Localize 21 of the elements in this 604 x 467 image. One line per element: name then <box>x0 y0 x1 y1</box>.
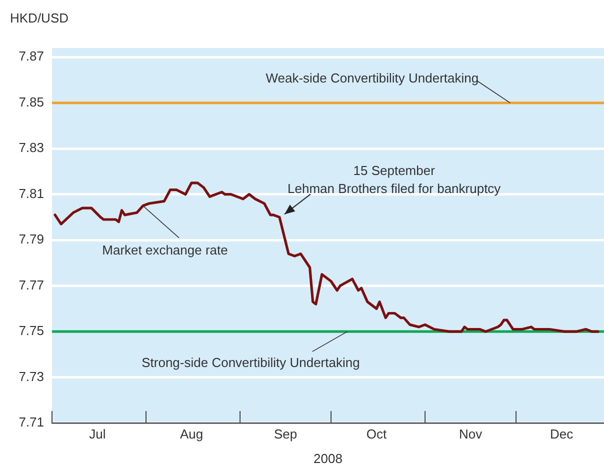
x-tick-label: Oct <box>366 426 388 442</box>
y-tick-label: 7.77 <box>18 277 44 292</box>
y-tick-label: 7.85 <box>18 94 44 110</box>
x-tick-label: Jul <box>89 426 106 442</box>
x-tick-label: Nov <box>458 426 483 442</box>
y-tick-label: 7.87 <box>18 48 44 64</box>
ref-line-label: Strong-side Convertibility Undertaking <box>142 355 360 370</box>
annotation: 15 September Lehman Brothers filed for bankruptcy <box>288 162 502 196</box>
x-tick-label: Aug <box>180 426 204 442</box>
x-tick-label: Dec <box>550 426 574 442</box>
y-axis-title: HKD/USD <box>10 10 69 26</box>
y-tick-label: 7.83 <box>18 140 44 156</box>
y-tick-label: 7.73 <box>18 368 44 384</box>
y-tick-label: 7.79 <box>18 232 44 247</box>
y-tick-label: 7.75 <box>18 323 44 338</box>
x-axis-title: 2008 <box>314 450 342 466</box>
ref-line-label: Weak-side Convertibility Undertaking <box>266 70 479 86</box>
annotation: Market exchange rate <box>102 242 228 258</box>
y-tick-label: 7.71 <box>18 414 44 430</box>
y-tick-label: 7.81 <box>18 186 44 201</box>
x-tick-label: Sep <box>274 426 298 442</box>
